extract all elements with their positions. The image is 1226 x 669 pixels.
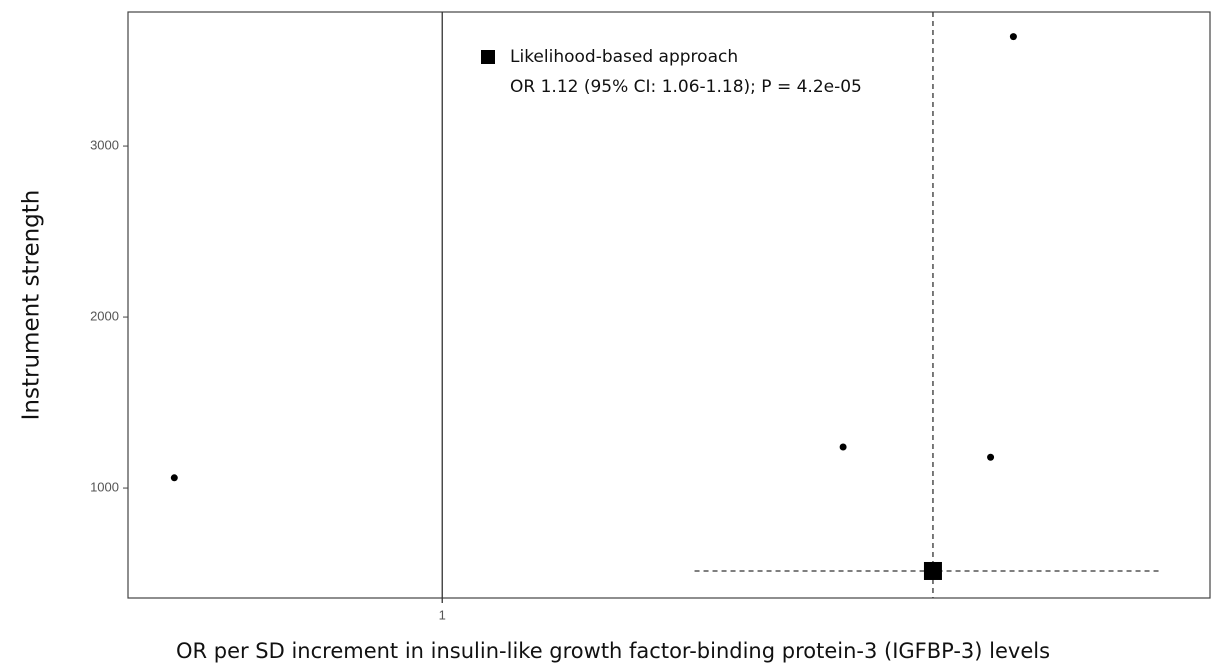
point — [839, 443, 847, 451]
y-axis-label: Instrument strength — [19, 190, 45, 421]
x-tick-label: 1 — [439, 607, 446, 622]
legend-annotation: OR 1.12 (95% CI: 1.06-1.18); P = 4.2e-05 — [510, 77, 862, 97]
estimate-point — [923, 561, 942, 580]
plot-frame — [127, 11, 1211, 599]
y-tick-label: 1000 — [90, 479, 119, 494]
y-tick-label: 3000 — [90, 137, 119, 152]
legend-symbol — [481, 50, 495, 64]
point — [1009, 33, 1017, 41]
y-tick-label: 2000 — [90, 308, 119, 323]
legend-label: Likelihood-based approach — [510, 47, 738, 67]
x-axis-label: OR per SD increment in insulin-like grow… — [176, 639, 1050, 663]
point — [987, 453, 995, 461]
point — [170, 474, 178, 482]
